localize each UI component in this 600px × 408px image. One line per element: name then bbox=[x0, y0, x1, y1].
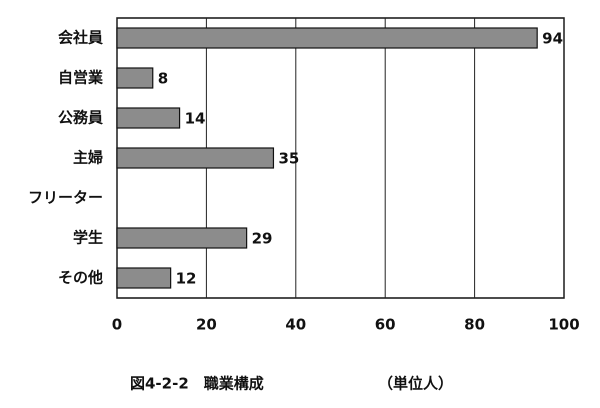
bar bbox=[116, 147, 275, 169]
y-tick-label: フリーター bbox=[28, 189, 103, 207]
x-tick-label: 60 bbox=[375, 316, 396, 334]
unit-note: （単位人） bbox=[378, 375, 453, 393]
x-tick-label: 100 bbox=[548, 316, 579, 334]
y-tick-label: 自営業 bbox=[58, 69, 104, 87]
value-label: 8 bbox=[158, 70, 168, 88]
x-tick-label: 20 bbox=[196, 316, 217, 334]
x-tick-label: 0 bbox=[112, 316, 122, 334]
y-tick-label: 主婦 bbox=[73, 149, 103, 167]
value-label: 14 bbox=[185, 110, 206, 128]
chart-caption: 図4-2-2 職業構成 bbox=[130, 375, 264, 393]
x-tick-label: 80 bbox=[464, 316, 485, 334]
bar bbox=[116, 107, 181, 129]
y-tick-label: 会社員 bbox=[58, 29, 103, 47]
value-label: 29 bbox=[252, 230, 273, 248]
y-tick-label: 学生 bbox=[73, 229, 103, 247]
bar bbox=[116, 267, 172, 289]
bar bbox=[116, 227, 248, 249]
y-tick-label: 公務員 bbox=[58, 109, 103, 127]
x-tick-label: 40 bbox=[285, 316, 306, 334]
value-label: 35 bbox=[278, 150, 299, 168]
bar bbox=[116, 67, 154, 89]
value-label: 12 bbox=[176, 270, 197, 288]
bar bbox=[116, 27, 538, 49]
value-label: 94 bbox=[542, 30, 563, 48]
y-tick-label: その他 bbox=[58, 269, 103, 287]
